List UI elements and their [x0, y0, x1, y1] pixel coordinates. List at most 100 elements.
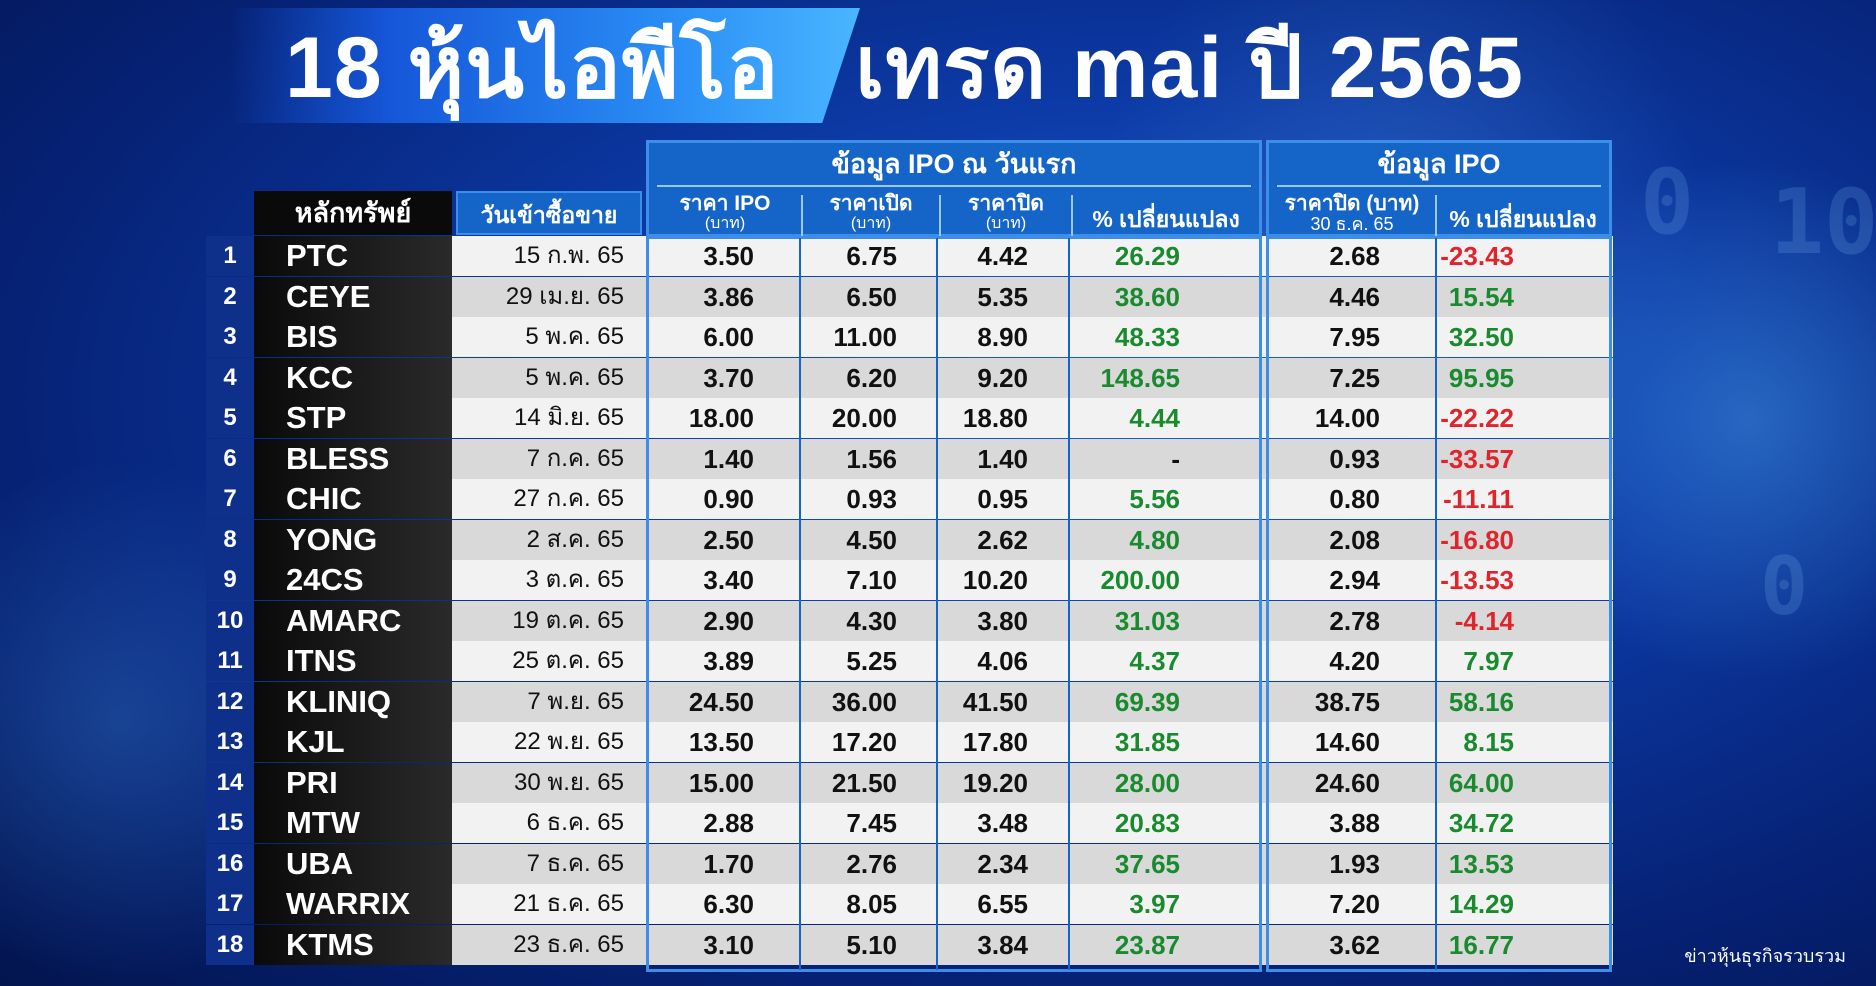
security-symbol: AMARC: [286, 602, 402, 638]
row-number: 1: [223, 242, 237, 269]
close-price-dec30: 7.95: [1329, 322, 1380, 352]
pct-change-first-day: 26.29: [1114, 241, 1180, 271]
trade-date: 5 พ.ค. 65: [525, 363, 624, 391]
ipo-price: 1.70: [703, 848, 754, 879]
close-price: 19.20: [962, 767, 1028, 798]
pct-change-dec30: 32.50: [1448, 322, 1514, 352]
row-number-background: [206, 762, 254, 803]
security-cell-background: [254, 519, 452, 560]
open-price: 4.30: [846, 605, 897, 636]
table-row: 14 PRI 30 พ.ย. 65 15.00 21.50 19.20 28.00 24.60…: [206, 762, 1613, 803]
row-number: 16: [216, 849, 244, 877]
security-cell-background: [254, 803, 452, 843]
pct-change-first-day: 69.39: [1114, 686, 1180, 717]
row-background: [452, 762, 1613, 803]
security-cell-background: [254, 236, 452, 276]
open-price: 6.20: [846, 362, 897, 393]
table-row: 17 WARRIX 21 ธ.ค. 65 6.30 8.05 6.55 3.97 7.20 14…: [206, 884, 1613, 924]
column-header-pct-change-2: % เปลี่ยนแปลง: [1449, 206, 1597, 232]
row-number: 13: [216, 728, 244, 755]
trade-date: 23 ธ.ค. 65: [513, 930, 624, 958]
group-divider: [657, 185, 1251, 187]
pct-change-dec30: 7.97: [1463, 646, 1514, 676]
trade-date: 2 ส.ค. 65: [526, 525, 624, 553]
close-price: 10.20: [962, 565, 1028, 595]
row-number: 8: [223, 525, 237, 553]
security-cell-background: [254, 357, 452, 398]
row-background: [452, 803, 1613, 843]
background-digit-decoration: 10: [1770, 170, 1876, 275]
security-cell-background: [254, 722, 452, 762]
close-price-dec30: 0.93: [1329, 443, 1380, 474]
close-price: 4.42: [977, 241, 1028, 271]
ipo-price: 2.88: [703, 808, 754, 838]
row-background: [452, 681, 1613, 722]
row-number-background: [206, 681, 254, 722]
security-symbol: CHIC: [286, 481, 362, 516]
row-background: [452, 722, 1613, 762]
group-title-ipo-info: ข้อมูล IPO: [1377, 149, 1501, 179]
ipo-price: 3.50: [703, 241, 754, 271]
table-row: 18 KTMS 23 ธ.ค. 65 3.10 5.10 3.84 23.87 3.62 16.…: [206, 924, 1613, 965]
pct-change-first-day: 28.00: [1114, 767, 1180, 798]
row-background: [452, 236, 1613, 276]
close-price: 0.95: [977, 484, 1028, 514]
row-number-background: [206, 438, 254, 479]
open-price: 21.50: [831, 767, 897, 798]
security-cell-background: [254, 560, 452, 600]
trade-date: 25 ต.ค. 65: [512, 647, 624, 674]
close-price: 3.80: [977, 605, 1028, 636]
row-background: [452, 357, 1613, 398]
close-price: 41.50: [962, 686, 1028, 717]
row-background: [452, 317, 1613, 357]
pct-change-dec30: -11.11: [1443, 484, 1514, 514]
open-price: 5.25: [846, 646, 897, 676]
ipo-price: 2.90: [703, 605, 754, 636]
security-symbol: KCC: [286, 359, 354, 395]
column-divider: [1435, 238, 1437, 970]
security-symbol: KTMS: [286, 926, 374, 962]
row-number: 11: [217, 647, 243, 674]
background-digit-decoration: 0: [1640, 150, 1695, 255]
page-title-right: เทรด mai ปี 2565: [855, 20, 1524, 116]
column-header-close-price-unit: (บาท): [985, 215, 1027, 232]
row-background: [452, 600, 1613, 641]
row-number: 4: [223, 363, 237, 391]
security-cell-background: [254, 843, 452, 884]
trade-date: 14 มิ.ย. 65: [514, 404, 624, 431]
trade-date: 19 ต.ค. 65: [512, 606, 624, 634]
security-cell-background: [254, 641, 452, 681]
close-price: 3.48: [977, 808, 1028, 838]
close-price-dec30: 14.60: [1314, 727, 1380, 757]
close-price-dec30: 3.62: [1329, 929, 1380, 960]
row-number-background: [206, 722, 254, 762]
close-price: 1.40: [977, 443, 1028, 474]
close-price: 6.55: [977, 889, 1028, 919]
column-header-open-price-unit: (บาท): [850, 215, 892, 232]
open-price: 36.00: [831, 686, 897, 717]
close-price-dec30: 7.20: [1329, 889, 1380, 919]
trade-date: 5 พ.ค. 65: [525, 323, 624, 350]
pct-change-dec30: 58.16: [1448, 686, 1514, 717]
trade-date: 21 ธ.ค. 65: [513, 890, 624, 917]
table-row: 5 STP 14 มิ.ย. 65 18.00 20.00 18.80 4.44 14.00 -…: [206, 398, 1613, 438]
trade-date: 6 ธ.ค. 65: [526, 809, 624, 836]
open-price: 8.05: [846, 889, 897, 919]
column-header-ipo-price: ราคา IPO (บาท): [649, 193, 801, 233]
table-row: 10 AMARC 19 ต.ค. 65 2.90 4.30 3.80 31.03 2.78 -4…: [206, 600, 1613, 641]
table-row: 11 ITNS 25 ต.ค. 65 3.89 5.25 4.06 4.37 4.20 7.97: [206, 641, 1613, 681]
security-symbol: BLESS: [286, 440, 390, 476]
row-number-background: [206, 600, 254, 641]
close-price: 18.80: [962, 403, 1028, 433]
pct-change-first-day: 38.60: [1114, 281, 1180, 312]
security-symbol: YONG: [286, 521, 378, 557]
ipo-price: 2.50: [703, 524, 754, 555]
pct-change-first-day: 4.37: [1129, 646, 1180, 676]
close-price-dec30: 0.80: [1329, 484, 1380, 514]
group-title-first-day: ข้อมูล IPO ณ วันแรก: [831, 149, 1077, 179]
close-price: 2.34: [977, 848, 1028, 879]
open-price: 0.93: [846, 484, 897, 514]
row-background: [452, 398, 1613, 438]
security-cell-background: [254, 317, 452, 357]
security-symbol: 24CS: [286, 562, 364, 597]
